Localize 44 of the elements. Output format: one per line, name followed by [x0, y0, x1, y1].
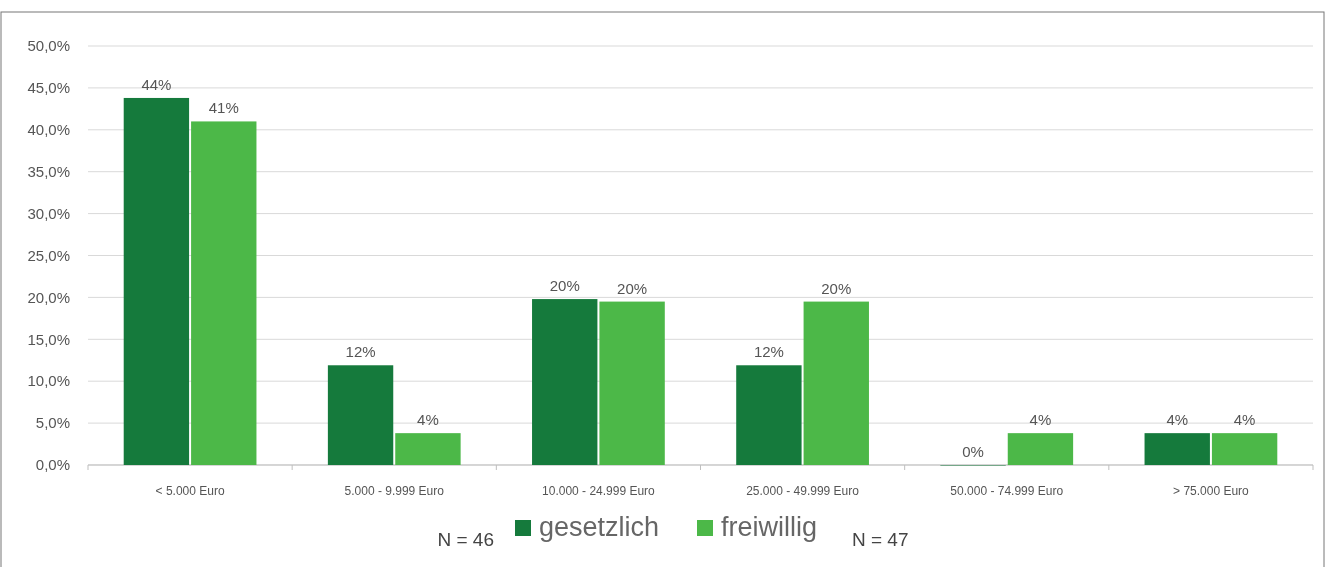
data-label: 41% [208, 99, 239, 117]
bar [736, 365, 802, 465]
x-tick-label: < 5.000 Euro [155, 484, 225, 498]
data-label: 4% [417, 411, 439, 429]
y-tick-label: 15,0% [27, 330, 70, 348]
legend-label: gesetzlich [539, 512, 660, 542]
data-label: 20% [821, 279, 852, 297]
y-tick-label: 5,0% [35, 414, 70, 432]
x-tick-label: 5.000 - 9.999 Euro [344, 484, 445, 498]
x-tick-label: > 75.000 Euro [1173, 484, 1250, 498]
y-tick-label: 0,0% [35, 456, 70, 474]
bar [191, 121, 257, 465]
data-label: 44% [141, 75, 172, 93]
data-label: 0% [962, 443, 984, 460]
data-label: 12% [345, 343, 376, 361]
data-label: 4% [1166, 411, 1189, 429]
bar [395, 433, 461, 465]
data-label: 20% [617, 279, 648, 297]
data-label: 12% [753, 343, 784, 361]
text: N = 46 [437, 529, 494, 550]
legend-label: freiwillig [721, 512, 818, 542]
x-tick-label: 10.000 - 24.999 Euro [542, 484, 656, 498]
x-tick-label: 50.000 - 74.999 Euro [950, 484, 1064, 498]
data-label: 4% [1233, 411, 1256, 429]
bar [803, 301, 869, 465]
bar [599, 301, 665, 465]
y-tick-label: 10,0% [27, 372, 70, 390]
bar [327, 365, 394, 465]
x-tick-label: 25.000 - 49.999 Euro [746, 484, 860, 498]
data-label: 4% [1029, 411, 1052, 429]
y-tick-label: 35,0% [27, 162, 70, 180]
y-tick-label: 30,0% [27, 204, 70, 222]
bar [123, 97, 190, 465]
y-tick-label: 45,0% [27, 79, 70, 97]
y-tick-label: 40,0% [27, 121, 70, 139]
y-tick-label: 50,0% [27, 37, 70, 55]
bar [1144, 433, 1210, 465]
bar [1211, 433, 1278, 465]
y-tick-label: 25,0% [27, 246, 70, 264]
y-tick-label: 20,0% [27, 288, 70, 306]
bar [532, 299, 598, 465]
data-label: 20% [549, 277, 580, 295]
bar [1007, 433, 1074, 465]
text: N = 47 [852, 529, 909, 550]
